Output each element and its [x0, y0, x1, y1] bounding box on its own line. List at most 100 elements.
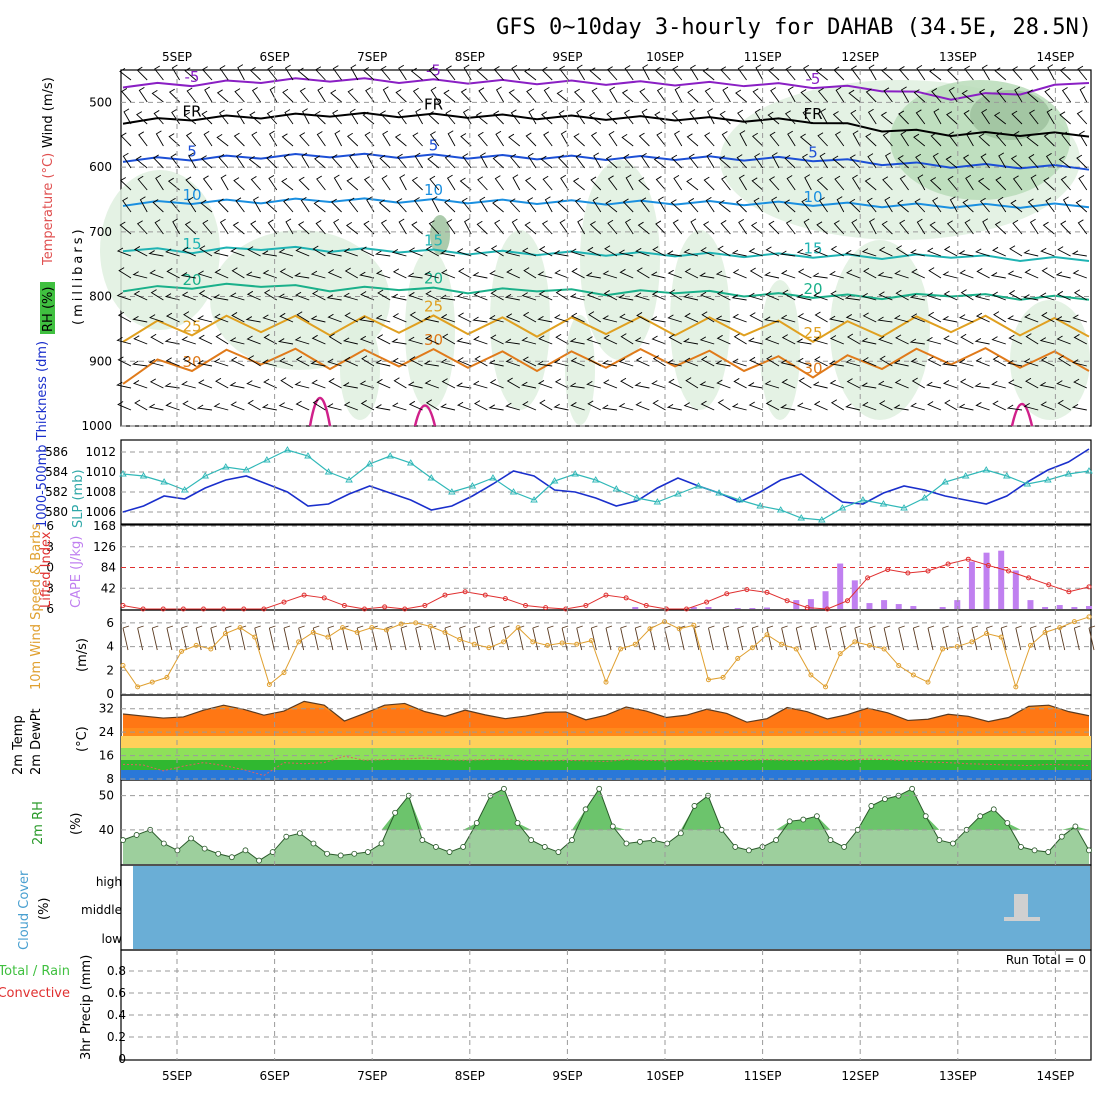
wind-barb: [959, 269, 974, 279]
rh2m-marker: [201, 845, 208, 852]
rh2m-marker: [1045, 849, 1052, 855]
wind-barb: [133, 335, 148, 345]
wind-barb: [974, 337, 990, 345]
wind-barb: [784, 154, 796, 169]
lifted-index-marker: [965, 556, 971, 562]
wind-barb: [265, 199, 278, 213]
wind-barb: [427, 155, 440, 169]
wind-barb: [539, 399, 553, 411]
wind-barb: [878, 246, 893, 257]
wind-barb: [716, 334, 731, 345]
wind-barb: [152, 154, 164, 169]
wind-barb: [816, 176, 828, 191]
wind-barb: [654, 111, 666, 125]
wind-barb: [301, 152, 310, 169]
rh2m-marker: [1072, 823, 1079, 830]
wind-barb: [897, 155, 909, 169]
wind-barb: [572, 177, 585, 191]
surface-wind-barb: [898, 625, 905, 651]
wind-barb: [506, 377, 521, 389]
isotherm-line: [122, 314, 1090, 344]
wind-barb: [878, 400, 893, 411]
lifted-index-marker: [985, 562, 991, 568]
wind-barb: [749, 312, 764, 323]
wind-barb: [1040, 247, 1055, 257]
wind-barb: [667, 359, 682, 367]
slp-marker: [345, 476, 353, 483]
rh2m-tick: 50: [99, 789, 114, 803]
cape-tick: 168: [93, 519, 116, 533]
wind-barb: [168, 88, 180, 103]
wind-barb: [554, 378, 569, 389]
isotherm-label: 5: [429, 136, 439, 154]
cape-bar: [1056, 605, 1063, 609]
wind-barb: [1025, 333, 1039, 345]
wind-barb: [689, 109, 699, 125]
wind-barb: [767, 111, 780, 125]
wind-barb: [910, 249, 925, 257]
wind-barb: [609, 86, 618, 103]
wind-barb: [333, 219, 342, 235]
wind-barb: [846, 378, 861, 389]
isotherm-line: [122, 282, 1090, 301]
wind-barb: [803, 64, 812, 81]
wind-barb: [489, 379, 504, 389]
wind-barb: [656, 131, 666, 147]
wind-barb: [573, 133, 585, 147]
wind-barb: [590, 132, 602, 147]
wind-barb: [282, 88, 294, 103]
wind-barb: [801, 153, 812, 169]
wind-barb: [543, 87, 553, 103]
isotherm-label: 15: [424, 232, 443, 250]
wind-barb: [884, 196, 893, 213]
surface-wind-barb: [942, 625, 949, 651]
lifted-index-marker: [301, 592, 307, 598]
slp-marker: [879, 500, 888, 507]
wind-barb: [975, 248, 990, 257]
wind-barb: [462, 153, 472, 169]
wind-barb: [819, 152, 828, 169]
wind-barb: [1059, 111, 1071, 125]
wind-barb: [911, 377, 926, 389]
wind-barb: [748, 248, 763, 257]
wind-barb: [1043, 177, 1055, 191]
wind-barb: [139, 196, 148, 213]
slp-marker: [365, 460, 374, 467]
wind-barb: [1040, 401, 1055, 411]
lifted-index-marker: [201, 606, 206, 612]
wind-barb: [731, 294, 747, 301]
wind-barb: [700, 400, 715, 411]
wind-speed-marker: [354, 629, 360, 635]
wind-barb: [397, 109, 407, 125]
thickness-tick: 584: [45, 465, 68, 479]
wind-barb: [375, 270, 391, 279]
cape-bar: [1086, 606, 1092, 609]
wind-barb: [391, 402, 407, 411]
wind-barb: [445, 109, 456, 125]
wind-barb: [796, 338, 812, 345]
isotherm-label: 25: [182, 317, 201, 335]
wind-barb: [149, 269, 164, 279]
wind-barb: [947, 175, 958, 191]
wind-barb: [237, 64, 245, 81]
wind-barb: [622, 198, 634, 213]
slp-marker: [612, 485, 621, 492]
wind-barb: [845, 249, 861, 257]
rh2m-marker: [473, 820, 480, 826]
wind-barb: [690, 218, 699, 235]
wind-barb: [398, 64, 407, 81]
wind-barb: [1056, 335, 1071, 345]
cape-bar: [851, 580, 858, 609]
upper-ylabel: (millibars): [71, 226, 86, 325]
lifted-index-marker: [160, 606, 166, 612]
wind-barb: [818, 197, 828, 213]
wind-barb: [716, 379, 731, 389]
wind-barb: [344, 356, 358, 367]
wind-barb: [117, 311, 132, 323]
wind-barb: [576, 64, 585, 81]
wind-barb: [830, 399, 845, 411]
wind-barb: [148, 358, 164, 367]
wind-barb: [281, 177, 294, 191]
slp-marker: [633, 494, 641, 501]
slp-marker: [735, 496, 744, 503]
